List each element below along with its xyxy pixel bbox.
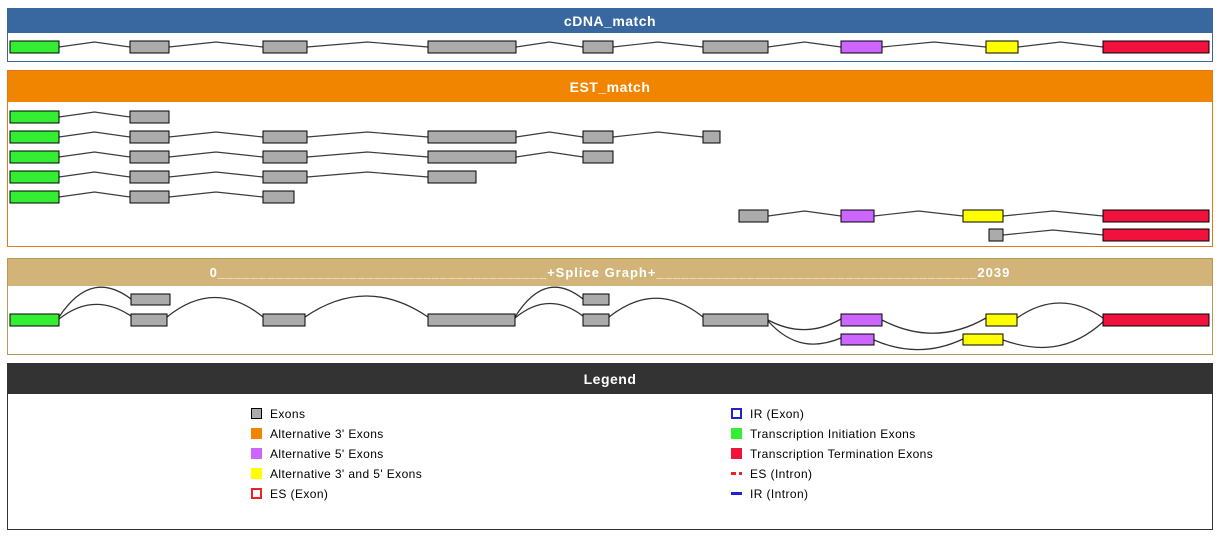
splice-graph-panel: 0_______________________________________…: [7, 258, 1213, 355]
legend-item-label: Alternative 3' and 5' Exons: [270, 466, 423, 481]
cdna-title: cDNA_match: [563, 13, 657, 29]
legend-item-label: IR (Intron): [750, 486, 809, 501]
alt5-exons-swatch: [251, 448, 262, 459]
est-panel: EST_match: [7, 70, 1213, 247]
legend-item-label: Alternative 5' Exons: [270, 446, 384, 461]
legend-body: [8, 394, 1212, 529]
splice-graph-header: 0_______________________________________…: [8, 259, 1212, 286]
legend-item: ES (Exon): [251, 486, 422, 501]
es-intron-swatch-line: [731, 472, 742, 475]
legend-item: ES (Intron): [731, 466, 933, 481]
legend-item: Transcription Initiation Exons: [731, 426, 933, 441]
legend-item: Alternative 5' Exons: [251, 446, 422, 461]
legend-item-label: IR (Exon): [750, 406, 805, 421]
legend-header: Legend: [8, 364, 1212, 394]
legend-item-label: ES (Intron): [750, 466, 813, 481]
es-intron-swatch: [731, 468, 742, 479]
legend-item: Alternative 3' and 5' Exons: [251, 466, 423, 481]
legend-item: Transcription Termination Exons: [731, 446, 934, 461]
ir-intron-swatch-line: [731, 492, 742, 495]
legend-column-left: Exons Alternative 3' Exons Alternative 5' …: [251, 406, 423, 501]
legend-item-label: Transcription Initiation Exons: [750, 426, 916, 441]
legend-item-label: Exons: [270, 406, 306, 421]
splice-graph-body: [8, 286, 1212, 354]
legend-item: Alternative 3' Exons: [251, 426, 422, 441]
legend-item-label: ES (Exon): [270, 486, 329, 501]
est-body: [8, 102, 1212, 246]
legend-item: IR (Exon): [731, 406, 933, 421]
cdna-header: cDNA_match: [8, 9, 1212, 33]
ir-intron-swatch: [731, 488, 742, 499]
legend-column-right: IR (Exon) Transcription Initiation Exons T…: [731, 406, 934, 501]
splice-graph-title: 0_______________________________________…: [209, 265, 1011, 280]
legend-title: Legend: [583, 371, 637, 387]
cdna-body: [8, 33, 1212, 61]
legend-item: Exons: [251, 406, 422, 421]
cdna-panel: cDNA_match: [7, 8, 1213, 62]
alt3-exons-swatch: [251, 428, 262, 439]
tss-exons-swatch: [731, 428, 742, 439]
legend-item: IR (Intron): [731, 486, 933, 501]
legend-item-label: Transcription Termination Exons: [750, 446, 934, 461]
es-exon-swatch: [251, 488, 262, 499]
ir-exon-swatch: [731, 408, 742, 419]
tts-exons-swatch: [731, 448, 742, 459]
legend-panel: Legend: [7, 363, 1213, 530]
alt35-exons-swatch: [251, 468, 262, 479]
exons-swatch: [251, 408, 262, 419]
est-header: EST_match: [8, 71, 1212, 102]
legend-item-label: Alternative 3' Exons: [270, 426, 384, 441]
est-title: EST_match: [569, 78, 651, 95]
